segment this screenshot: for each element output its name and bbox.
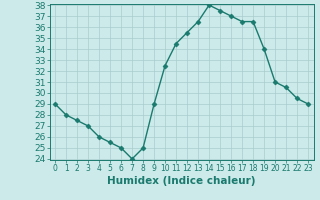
X-axis label: Humidex (Indice chaleur): Humidex (Indice chaleur) — [107, 176, 256, 186]
